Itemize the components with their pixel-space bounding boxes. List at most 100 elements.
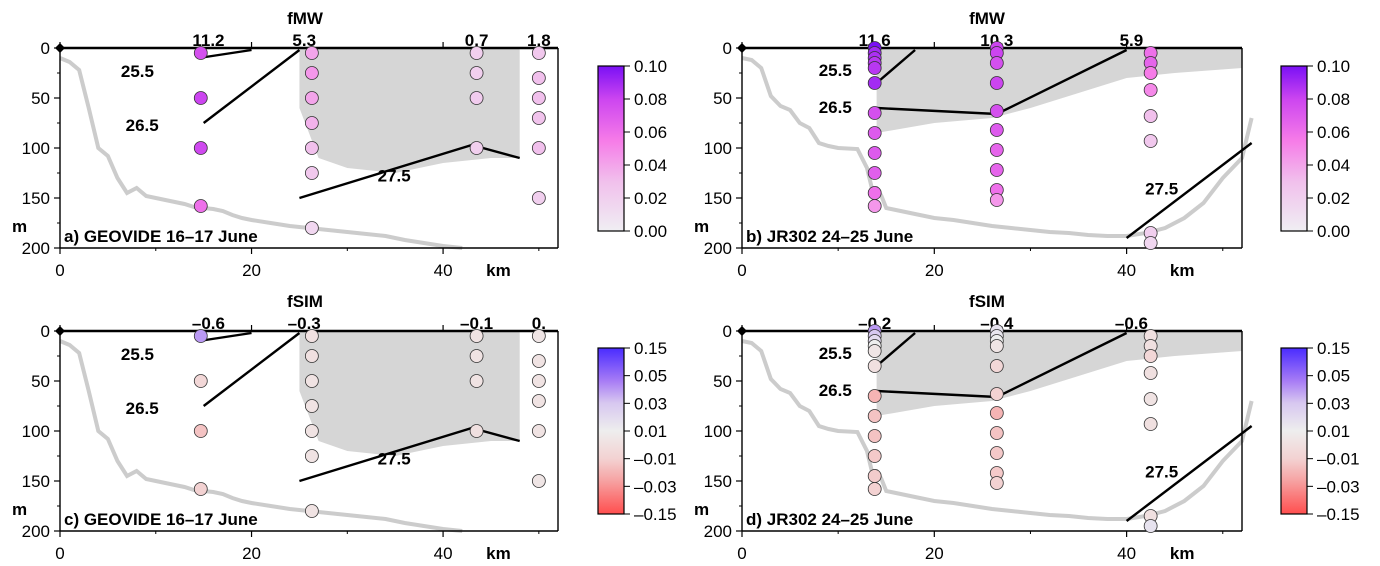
x-tick-label: 40 [1117,261,1136,280]
sample-point [989,387,1004,401]
sample-point [469,374,484,388]
sample-point [193,199,208,213]
station-top-value: –0.6 [1115,314,1148,333]
isopycnal-label: 27.5 [1145,180,1178,199]
sample-point [867,61,882,75]
sample-point [193,141,208,155]
isopycnal-label: 27.5 [1145,463,1178,482]
sample-point [304,141,319,155]
y-tick-label: 100 [22,422,50,441]
sample-point [989,76,1004,90]
sample-point [531,91,546,105]
colorbar-tick-label: 0.06 [1317,123,1350,142]
x-axis-label: km [1170,261,1195,280]
isopycnal-27-5 [1125,425,1253,522]
isopycnal-label: 25.5 [121,62,154,81]
isopycnal-label: 25.5 [819,61,852,80]
station-top-value: –0.2 [858,314,891,333]
station-top-value: 1.8 [527,31,551,50]
station-top-value: 5.3 [292,31,316,50]
panel-title: fSIM [287,292,323,311]
sample-point [989,426,1004,440]
sample-point [1143,417,1158,431]
sample-point [867,106,882,120]
sample-point [867,186,882,200]
y-axis-label: m [12,500,27,519]
y-tick-label: 200 [22,239,50,258]
colorbar-tick-label: 0.10 [1317,57,1350,76]
y-tick-label: 0 [723,39,732,58]
colorbar [1280,347,1308,515]
y-tick-label: 0 [41,322,50,341]
y-tick-label: 50 [31,372,50,391]
sample-point [304,66,319,80]
sample-point [1143,66,1158,80]
colorbar-tick-label: 0.04 [1317,156,1350,175]
station-top-value: –0.6 [192,314,225,333]
station-top-value: –0.4 [980,314,1014,333]
sample-point [304,399,319,413]
sample-point [989,406,1004,420]
isopycnal-label: 26.5 [126,399,159,418]
panel-title: fMW [287,9,324,28]
colorbar-tick-label: 0.00 [1317,222,1350,241]
sample-point [531,46,546,60]
sample-point [304,504,319,518]
panel-d: 25.5 26.5 27.5 0 50 100 150 200 0 20 40 km m fSIM –0.2… [694,292,1360,563]
colorbar [1280,65,1308,232]
sample-point [304,221,319,235]
panel-b: 25.5 26.5 27.5 0 50 100 150 200 0 20 40 km m fMW 11.6 1… [694,9,1350,280]
sample-point [989,104,1004,118]
station-top-value: 10.3 [980,31,1013,50]
sample-point [193,91,208,105]
x-tick-label: 0 [737,261,746,280]
isopycnal-label: 25.5 [121,345,154,364]
station-top-value: 0. [532,314,546,333]
sample-point [867,76,882,90]
x-tick-label: 40 [1117,544,1136,563]
y-tick-label: 100 [704,139,732,158]
shaded-region [289,48,520,173]
isopycnal-25-5 [875,332,916,367]
y-tick-label: 50 [31,89,50,108]
x-tick-label: 0 [737,544,746,563]
colorbar-tick-label: 0.03 [1317,394,1350,413]
y-tick-label: 150 [704,189,732,208]
sample-point [867,449,882,463]
bathymetry-line [59,56,463,250]
y-tick-label: 100 [22,139,50,158]
colorbar-tick-label: 0.05 [634,367,667,386]
sample-point [531,374,546,388]
colorbar-tick-label: 0.00 [634,222,667,241]
panel-title: fSIM [969,292,1005,311]
colorbar-tick-label: 0.01 [634,422,667,441]
colorbar-tick-label: 0.05 [1317,367,1350,386]
sample-point [989,359,1004,373]
colorbar-tick-label: 0.08 [634,90,667,109]
isopycnal-26-5 [202,332,301,407]
shaded-region [289,331,520,456]
sample-point [531,111,546,125]
sample-point [1143,392,1158,406]
station-top-value: 11.2 [192,31,224,50]
station-top-value: –0.3 [288,314,321,333]
sample-point [193,482,208,496]
y-tick-label: 200 [704,239,732,258]
sample-point [1143,236,1158,250]
colorbar-tick-label: –0.01 [634,450,677,469]
sample-point [1143,349,1158,363]
colorbar-tick-label: 0.08 [1317,90,1350,109]
x-tick-label: 20 [925,261,944,280]
x-tick-label: 20 [925,544,944,563]
sample-point [867,389,882,403]
y-tick-label: 200 [22,522,50,541]
sample-point [989,163,1004,177]
x-tick-label: 40 [434,261,453,280]
sample-point [989,476,1004,490]
colorbar-tick-label: 0.15 [1317,339,1350,358]
x-tick-label: 20 [242,544,261,563]
shaded-region [876,331,1242,416]
sample-point [989,56,1004,70]
sample-point [1143,519,1158,533]
